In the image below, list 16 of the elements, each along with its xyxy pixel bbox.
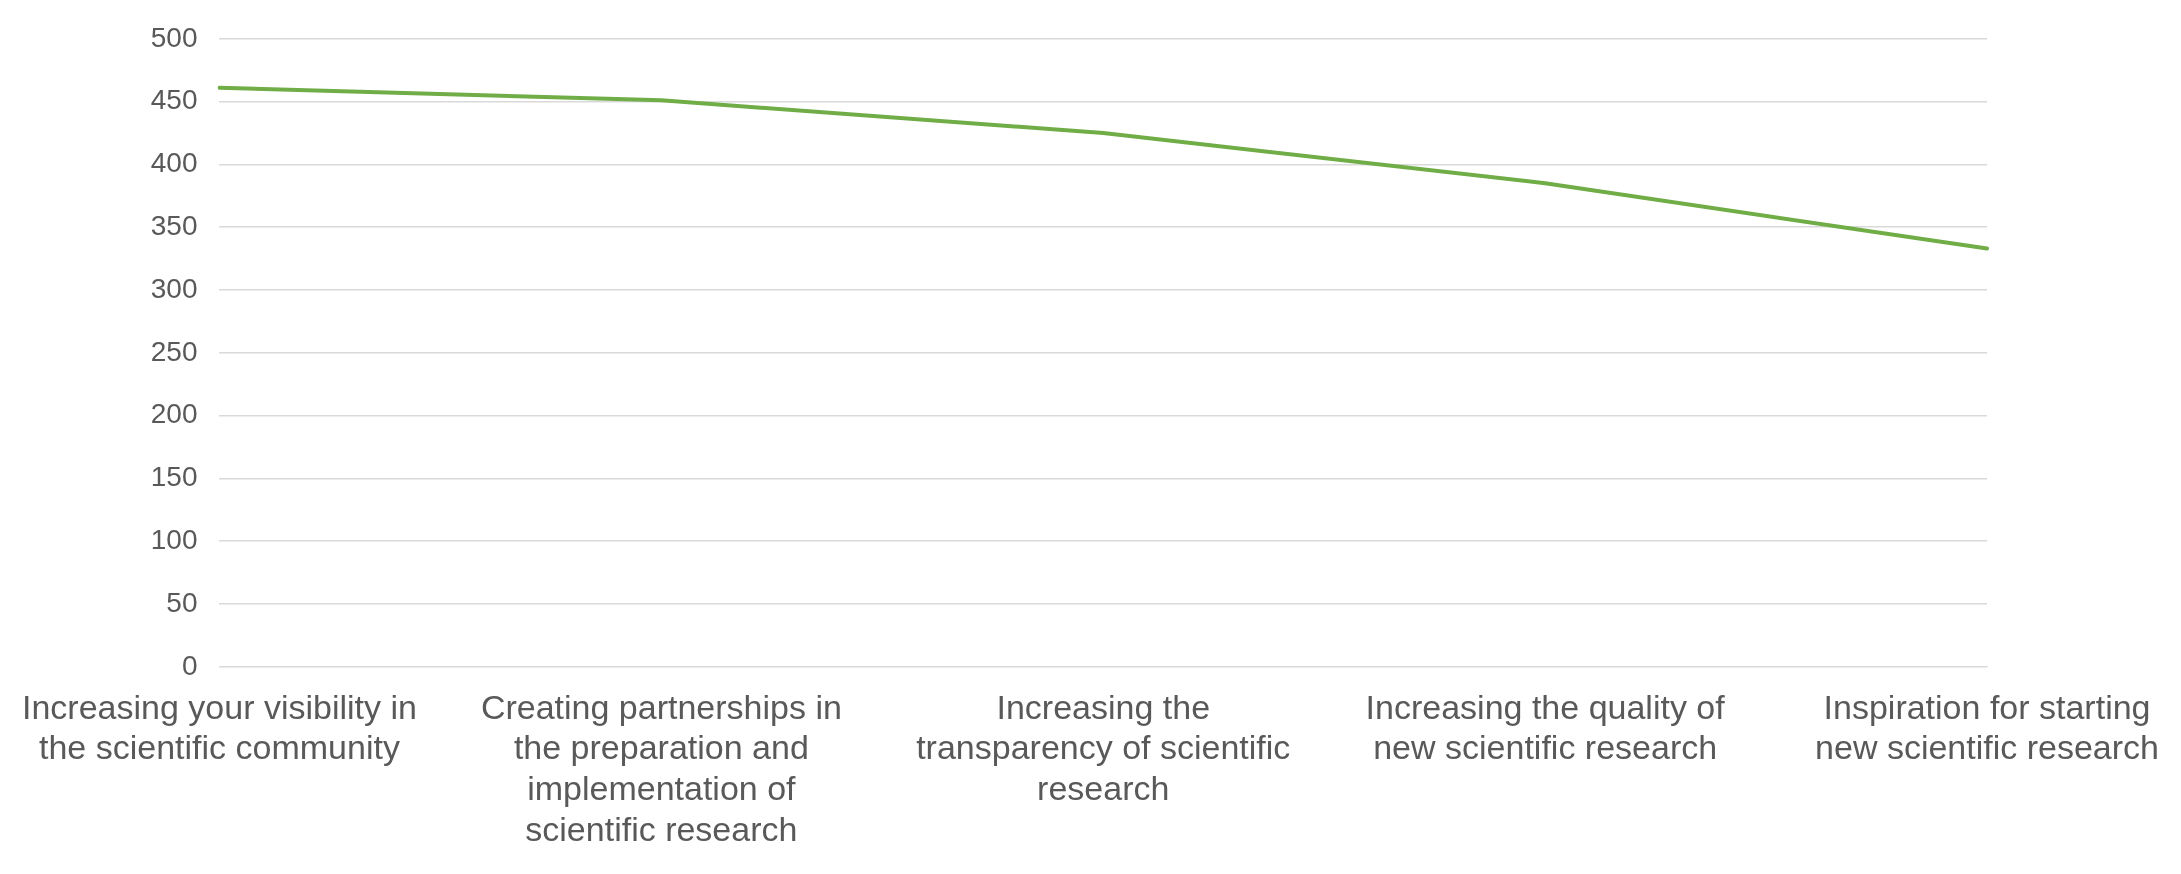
y-tick-label: 100 <box>150 523 198 555</box>
y-tick-label: 350 <box>150 209 198 241</box>
y-tick-label: 500 <box>150 21 198 53</box>
y-tick-label: 300 <box>150 272 198 304</box>
y-tick-label: 0 <box>181 649 198 681</box>
y-tick-label: 450 <box>150 84 198 116</box>
y-tick-label: 50 <box>166 586 198 618</box>
x-tick-label: Creating partnerships in the preparation and implementation of scientific research <box>480 687 842 848</box>
y-tick-label: 200 <box>150 398 198 430</box>
x-tick-label: Inspiration for starting new scientific research <box>1815 687 2159 767</box>
x-tick-label: Increasing your visibility in the scientific community <box>22 687 417 767</box>
y-tick-label: 250 <box>150 335 198 367</box>
y-tick-label: 150 <box>150 461 198 493</box>
y-tick-label: 400 <box>150 147 198 179</box>
x-tick-label: Increasing the quality of new scientific research <box>1365 687 1726 767</box>
x-tick-label: Increasing the transparency of scientific research <box>916 687 1291 808</box>
